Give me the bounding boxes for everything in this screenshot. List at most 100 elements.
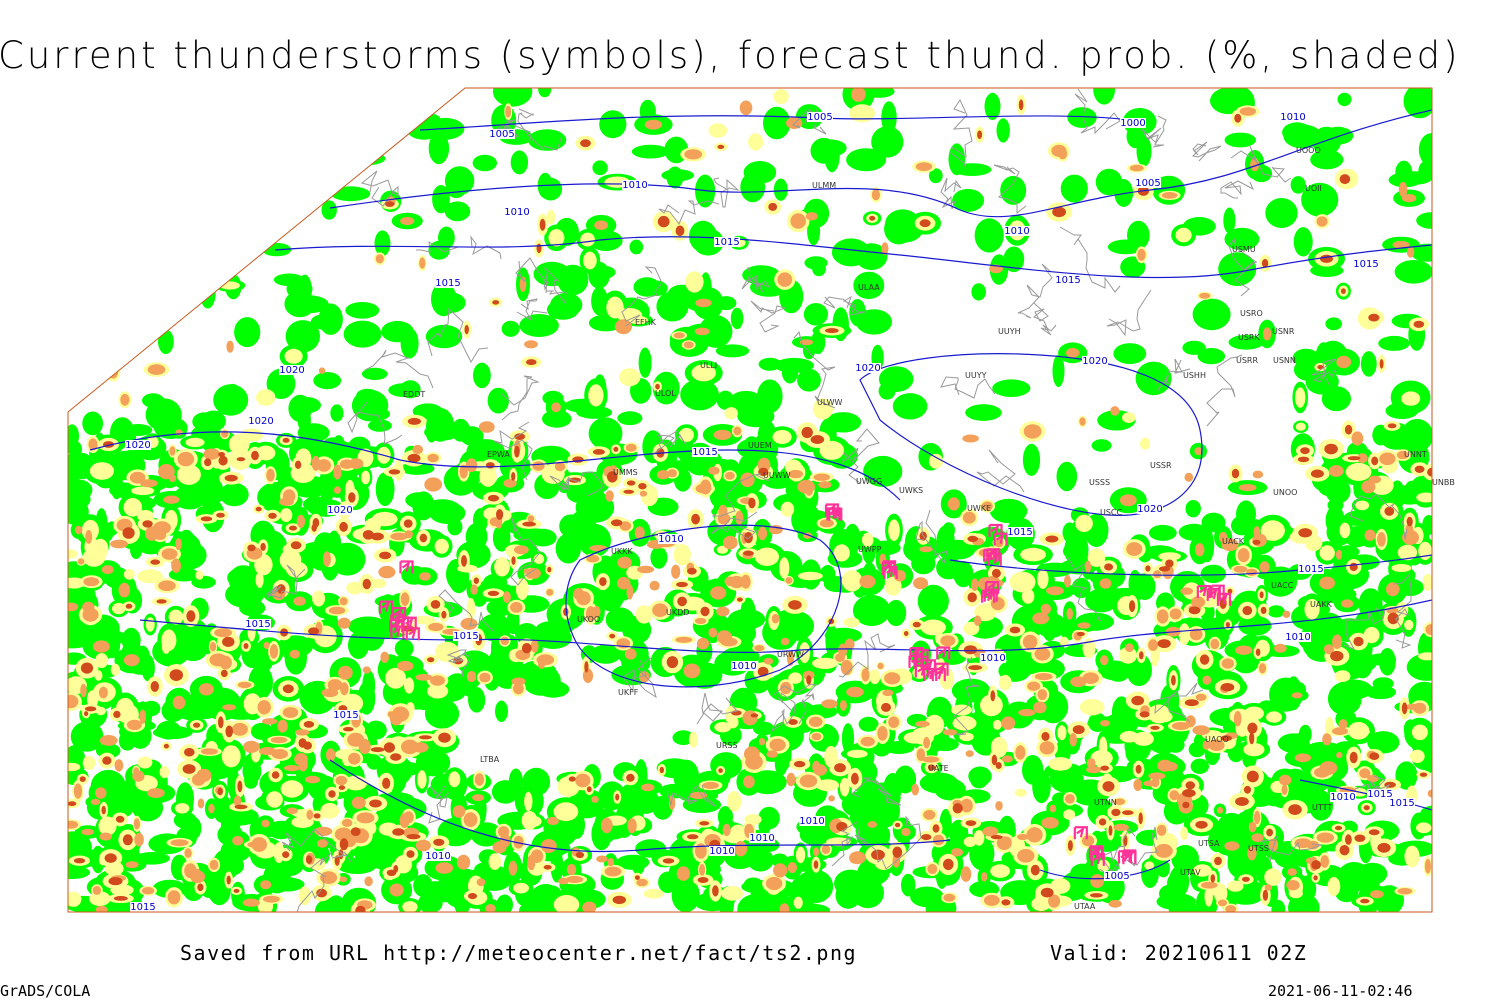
shade-cell (995, 762, 1002, 769)
shade-cell (110, 539, 128, 549)
shade-cell (527, 515, 535, 523)
shade-cell (1360, 898, 1370, 904)
shade-cell (816, 779, 840, 792)
shade-cell (1060, 174, 1088, 203)
shade-cell (625, 443, 637, 452)
shade-cell (102, 756, 112, 765)
shade-cell (1159, 884, 1182, 903)
shade-cell (884, 213, 914, 245)
shade-cell (824, 139, 840, 173)
shade-cell (636, 878, 648, 887)
shade-cell (282, 489, 296, 503)
shade-cell (379, 551, 392, 560)
shade-cell (197, 798, 205, 809)
shade-cell (158, 464, 175, 480)
shade-cell (524, 340, 538, 349)
isobar-label: 1020 (125, 440, 150, 451)
shade-cell (137, 569, 163, 584)
shade-cell (1337, 92, 1352, 107)
shade-cell (780, 637, 790, 646)
shade-cell (321, 200, 337, 220)
shade-cell (1108, 825, 1113, 836)
shade-cell (1304, 535, 1323, 552)
shade-cell (335, 775, 348, 786)
station-label: USNN (1273, 356, 1296, 365)
shade-cell (834, 763, 846, 773)
shade-cell (901, 827, 911, 837)
shade-cell (1387, 423, 1397, 429)
shade-cell (733, 426, 742, 436)
station-label: ULLI (700, 361, 717, 370)
shade-cell (592, 449, 605, 455)
shade-cell (813, 860, 819, 869)
shade-cell (855, 819, 886, 842)
station-label: UTSA (1198, 839, 1220, 848)
shade-cell (95, 706, 106, 716)
shade-cell (285, 320, 320, 353)
shade-cell (85, 529, 93, 544)
station-label: USCC (1100, 508, 1123, 517)
shade-cell (657, 215, 670, 228)
shade-cell (1216, 806, 1224, 814)
shade-cell (568, 776, 576, 782)
shade-cell (970, 771, 988, 789)
shade-cell (639, 490, 648, 497)
shade-cell (565, 875, 584, 884)
shade-cell (320, 802, 340, 819)
shade-cell (771, 613, 780, 624)
shade-cell (846, 686, 864, 698)
shade-cell (1293, 227, 1313, 257)
shade-cell (169, 669, 183, 681)
shade-cell (1161, 192, 1178, 199)
shade-cell (835, 881, 861, 909)
shade-cell (754, 645, 765, 652)
shade-cell (960, 866, 972, 882)
shade-cell (280, 508, 293, 523)
shade-cell (339, 459, 354, 470)
shade-cell (635, 605, 653, 624)
shade-cell (1153, 570, 1162, 579)
station-label: ULAA (858, 283, 880, 292)
shade-cell (1017, 849, 1035, 863)
shade-cell (1237, 548, 1250, 563)
shade-cell (466, 439, 505, 463)
shade-cell (68, 865, 91, 880)
shade-cell (1394, 260, 1432, 284)
shade-cell (801, 426, 813, 439)
shade-cell (152, 725, 193, 740)
shade-cell (150, 559, 161, 565)
shade-cell (903, 631, 909, 636)
shade-cell (1418, 160, 1432, 181)
shade-cell (967, 592, 977, 603)
isobar-label: 1010 (709, 846, 734, 857)
shade-cell (344, 775, 368, 791)
shade-cell (184, 747, 195, 757)
shade-cell (1367, 731, 1400, 754)
station-label: USRK (1238, 333, 1260, 342)
shade-cell (1320, 855, 1329, 868)
shade-cell (1140, 437, 1151, 450)
shade-cell (965, 404, 1002, 421)
shade-cell (1271, 899, 1286, 912)
shade-cell (266, 468, 275, 482)
shade-cell (424, 698, 460, 729)
shade-cell (277, 719, 288, 733)
shade-cell (695, 843, 707, 859)
shade-cell (417, 892, 443, 912)
shade-cell (656, 470, 670, 480)
shade-cell (901, 873, 916, 897)
shade-cell (869, 669, 881, 685)
shade-cell (306, 809, 314, 820)
shade-cell (1150, 725, 1160, 730)
shade-cell (588, 417, 623, 450)
shade-cell (861, 668, 870, 682)
shade-cell (624, 648, 637, 660)
shade-cell (971, 283, 986, 301)
shade-cell (1133, 779, 1143, 791)
shade-cell (547, 566, 552, 573)
shade-cell (337, 857, 377, 874)
shade-cell (514, 545, 529, 555)
shade-cell (1119, 494, 1137, 507)
shade-cell (1354, 834, 1366, 842)
